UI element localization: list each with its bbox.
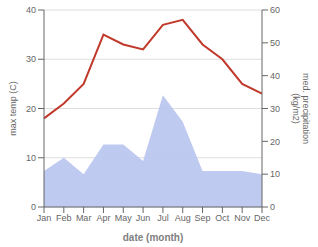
svg-text:10: 10	[26, 153, 36, 163]
svg-text:10: 10	[270, 169, 280, 179]
svg-text:Oct: Oct	[215, 213, 230, 223]
svg-text:max temp (C): max temp (C)	[8, 81, 18, 136]
svg-text:0: 0	[31, 202, 36, 212]
svg-text:Feb: Feb	[56, 213, 72, 223]
svg-text:Jun: Jun	[136, 213, 151, 223]
svg-text:Nov: Nov	[234, 213, 251, 223]
svg-text:40: 40	[270, 71, 280, 81]
svg-text:0: 0	[270, 202, 275, 212]
svg-text:30: 30	[270, 104, 280, 114]
svg-text:20: 20	[26, 104, 36, 114]
svg-text:20: 20	[270, 137, 280, 147]
svg-text:Sep: Sep	[195, 213, 211, 223]
svg-text:Apr: Apr	[96, 213, 110, 223]
svg-text:50: 50	[270, 38, 280, 48]
svg-text:Jan: Jan	[37, 213, 52, 223]
svg-text:May: May	[115, 213, 133, 223]
svg-text:Mar: Mar	[76, 213, 92, 223]
svg-text:med. precipitation(kg/m2): med. precipitation(kg/m2)	[291, 73, 311, 144]
svg-text:30: 30	[26, 54, 36, 64]
svg-text:40: 40	[26, 5, 36, 15]
svg-text:Dec: Dec	[254, 213, 271, 223]
svg-text:date (month): date (month)	[123, 232, 184, 243]
svg-text:Aug: Aug	[175, 213, 191, 223]
svg-text:Jul: Jul	[157, 213, 169, 223]
svg-text:60: 60	[270, 5, 280, 15]
